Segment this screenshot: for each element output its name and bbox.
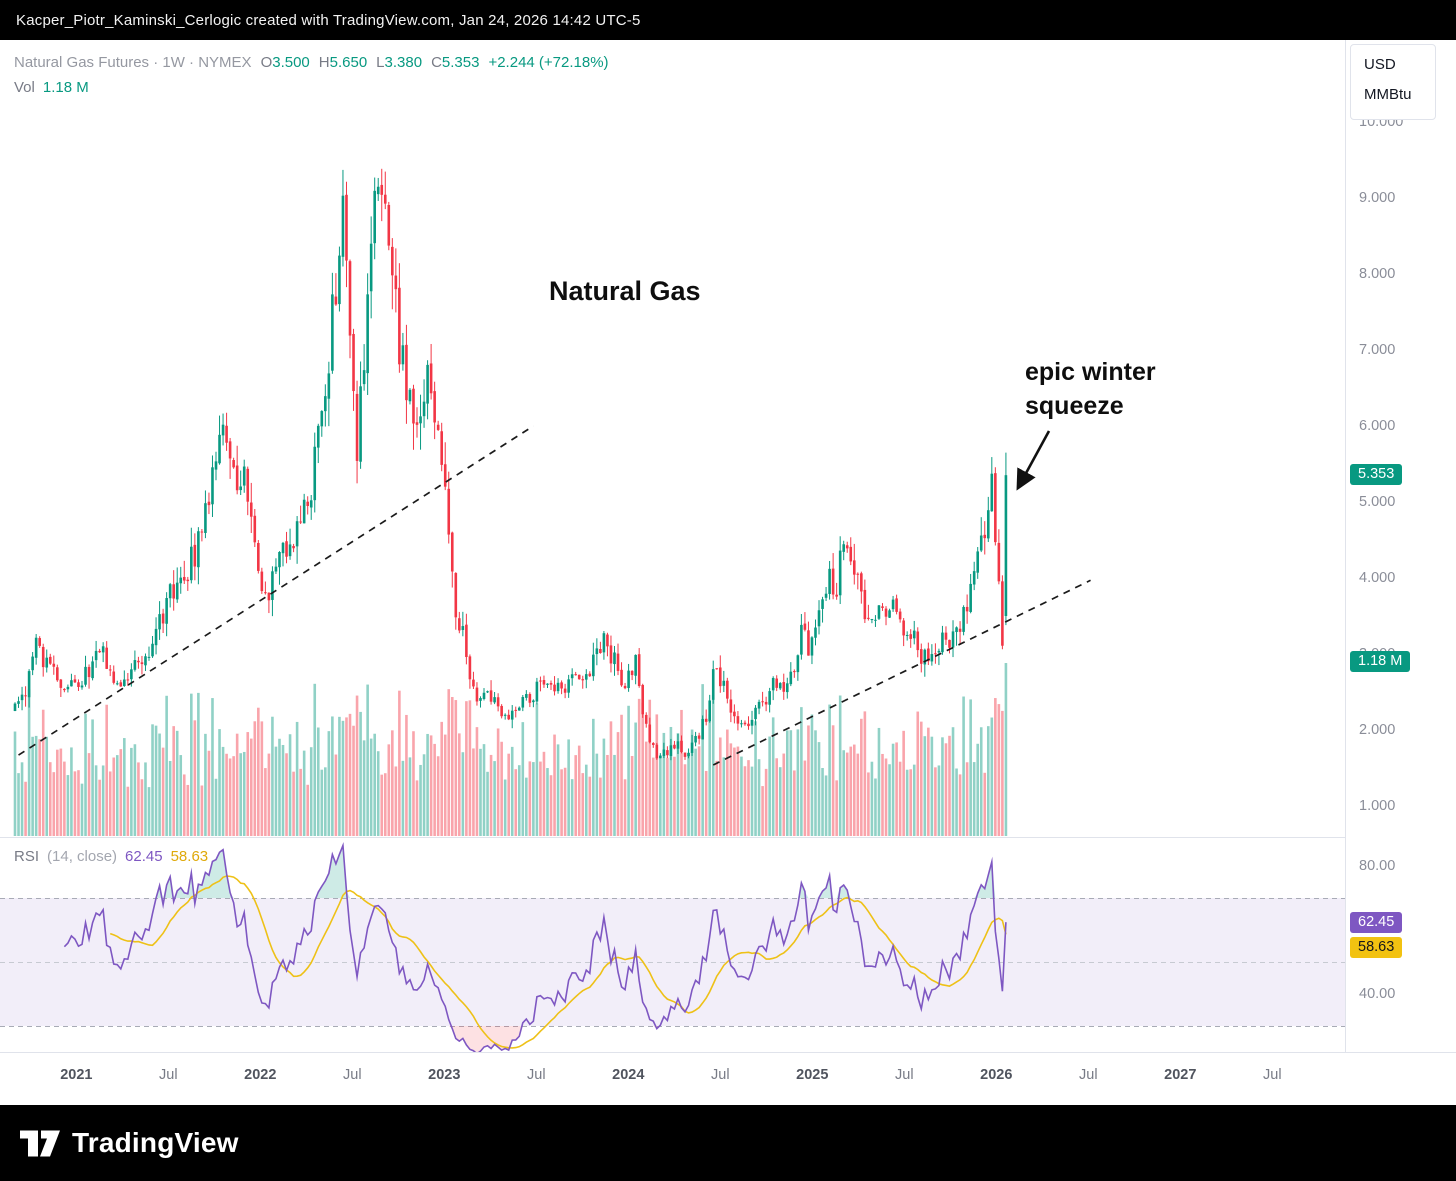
rsi-value-badge: 62.45 <box>1350 912 1403 933</box>
time-axis-label: Jul <box>343 1067 362 1083</box>
footer-bar: TradingView <box>0 1105 1456 1181</box>
time-axis-label: 2027 <box>1164 1067 1197 1083</box>
rsi-legend: RSI (14, close) 62.45 58.63 <box>14 848 208 865</box>
watermark-text: Kacper_Piotr_Kaminski_Cerlogic created w… <box>16 11 641 29</box>
ohlc-low: L3.380 <box>376 54 423 71</box>
annotation-arrow-icon[interactable] <box>1004 424 1064 500</box>
time-axis-label: 2022 <box>244 1067 277 1083</box>
time-axis-label: Jul <box>1079 1067 1098 1083</box>
tradingview-logo-icon <box>20 1130 60 1156</box>
unit-selector[interactable]: USD MMBtu <box>1350 44 1436 120</box>
time-axis-label: 2024 <box>612 1067 645 1083</box>
volume-value: 1.18 M <box>42 79 89 96</box>
ohlc-close: C5.353 <box>431 54 480 71</box>
rsi-axis-label: 80.00 <box>1359 858 1396 874</box>
last-volume-badge: 1.18 M <box>1350 651 1411 672</box>
annotation-epic-winter-squeeze[interactable]: epic winter squeeze <box>1025 358 1156 420</box>
time-axis-label: 2023 <box>428 1067 461 1083</box>
time-axis-label: Jul <box>895 1067 914 1083</box>
symbol-title[interactable]: Natural Gas Futures · 1W · NYMEX <box>14 54 252 71</box>
tradingview-wordmark: TradingView <box>72 1127 239 1158</box>
last-price-badge: 5.353 <box>1350 464 1403 485</box>
change-value: +2.244 (+72.18%) <box>488 54 609 71</box>
price-axis-label: 2.000 <box>1359 722 1396 738</box>
rsi-axis-label: 40.00 <box>1359 986 1396 1002</box>
rsi-ma-badge: 58.63 <box>1350 937 1403 958</box>
symbol-legend: Natural Gas Futures · 1W · NYMEX O3.500 … <box>14 54 609 71</box>
ohlc-high: H5.650 <box>318 54 368 71</box>
rsi-ma-value: 58.63 <box>170 848 209 865</box>
price-axis-label: 1.000 <box>1359 798 1396 814</box>
price-axis-label: 8.000 <box>1359 266 1396 282</box>
time-axis-label: Jul <box>159 1067 178 1083</box>
price-axis-label: 6.000 <box>1359 418 1396 434</box>
price-axis-label: 4.000 <box>1359 570 1396 586</box>
price-axis-label: 7.000 <box>1359 342 1396 358</box>
time-axis-label: 2025 <box>796 1067 829 1083</box>
volume-label: Vol <box>14 79 35 96</box>
ohlc-open: O3.500 <box>260 54 310 71</box>
tradingview-logo[interactable]: TradingView <box>20 1127 239 1159</box>
watermark-bar: Kacper_Piotr_Kaminski_Cerlogic created w… <box>0 0 1456 40</box>
currency-option-usd[interactable]: USD <box>1364 56 1396 73</box>
rsi-params: (14, close) <box>47 848 118 865</box>
price-chart-canvas[interactable] <box>0 40 1345 1052</box>
rsi-title[interactable]: RSI <box>14 848 40 865</box>
annotation-natural-gas[interactable]: Natural Gas <box>549 276 701 306</box>
time-axis[interactable]: 2021 Jul 2022 Jul 2023 Jul 2024 Jul 2025 Jul 2026 J… <box>0 1052 1456 1105</box>
rsi-value: 62.45 <box>125 848 163 865</box>
time-axis-label: 2026 <box>980 1067 1013 1083</box>
chart-area: Natural Gas Futures · 1W · NYMEX O3.500 … <box>0 40 1456 1105</box>
time-axis-label: Jul <box>1263 1067 1282 1083</box>
time-axis-label: 2021 <box>60 1067 93 1083</box>
price-axis[interactable]: 10.0009.0008.0007.0006.0005.0004.0003.00… <box>1345 40 1456 1052</box>
volume-legend: Vol 1.18 M <box>14 79 89 96</box>
price-axis-label: 5.000 <box>1359 494 1396 510</box>
time-axis-label: Jul <box>711 1067 730 1083</box>
price-axis-label: 9.000 <box>1359 190 1396 206</box>
time-axis-label: Jul <box>527 1067 546 1083</box>
unit-option-mmbtu[interactable]: MMBtu <box>1364 86 1412 103</box>
